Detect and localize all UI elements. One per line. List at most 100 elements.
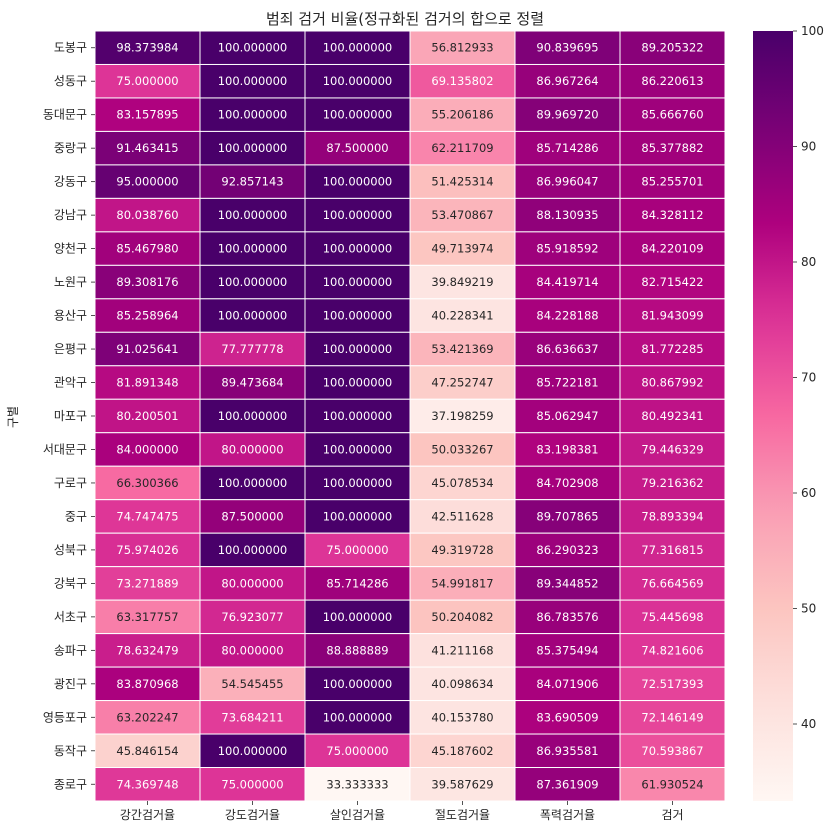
heatmap-cell [199,599,306,635]
heatmap-cell [514,298,621,333]
cell-value-label: 86.996047 [536,175,598,189]
row-tick-label: 송파구 [54,643,87,657]
cell-value-label: 100.000000 [323,342,393,356]
cell-value-label: 86.967264 [536,74,598,88]
cell-value-label: 42.511628 [431,509,493,523]
cell-value-label: 49.713974 [431,242,493,256]
colorbar-tick-label: 80 [801,255,816,269]
cell-value-label: 47.252747 [431,376,493,390]
column-tick-labels: 강간검거율 강도검거율 살인검거율 절도검거율 폭력검거율 검거 [120,801,684,822]
heatmap-cell [94,666,201,702]
heatmap-cell [199,666,306,702]
cell-value-label: 100.000000 [323,610,393,624]
cell-value-label: 85.255701 [641,175,703,189]
heatmap-cell [304,767,411,802]
heatmap-cell [619,532,726,568]
cell-value-label: 74.747475 [116,509,178,523]
cell-value-label: 100.000000 [323,208,393,222]
heatmap-cell [304,298,411,333]
cell-value-label: 100.000000 [218,208,288,222]
heatmap-cell [304,231,411,266]
cell-value-label: 89.308176 [116,275,178,289]
chart-title: 범죄 검거 비율(정규화된 검거의 합으로 정렬 [266,10,544,28]
column-tick-label: 살인검거율 [330,808,385,822]
heatmap-cell [199,30,306,65]
heatmap-cell [304,264,411,300]
cell-value-label: 100.000000 [323,442,393,456]
cell-value-label: 100.000000 [218,108,288,122]
heatmap-cell [94,30,201,65]
cell-value-label: 77.777778 [221,342,283,356]
heatmap-cell [94,432,201,467]
row-tick-label: 강북구 [54,576,87,590]
cell-value-label: 85.375494 [536,643,598,657]
cell-value-label: 79.216362 [641,476,703,490]
cell-value-label: 100.000000 [218,41,288,55]
cell-value-label: 70.593867 [641,744,703,758]
cell-value-label: 85.062947 [536,409,598,423]
cell-value-label: 84.419714 [536,275,598,289]
column-tick-label: 검거 [661,808,683,822]
heatmap-cell [619,767,726,802]
cell-value-label: 79.446329 [641,442,703,456]
cell-value-label: 39.849219 [431,275,493,289]
heatmap-cell [304,566,411,601]
heatmap-cell [94,331,201,367]
cell-value-label: 100.000000 [323,376,393,390]
heatmap-cell [409,365,516,400]
cell-value-label: 55.206186 [431,108,493,122]
cell-value-label: 85.714286 [536,141,598,155]
row-tick-label: 서초구 [54,610,87,624]
cell-value-label: 85.258964 [116,309,178,323]
heatmap-cell [514,599,621,635]
row-tick-labels: 도봉구성동구동대문구중랑구강동구강남구양천구노원구용산구은평구관악구마포구서대문… [43,41,95,791]
heatmap-cell [409,398,516,434]
cell-value-label: 83.157895 [116,108,178,122]
heatmap-cell [619,298,726,333]
cell-value-label: 53.421369 [431,342,493,356]
cell-value-label: 86.220613 [641,74,703,88]
heatmap-cell [304,432,411,467]
heatmap-cell [514,633,621,668]
heatmap-cell [304,130,411,166]
cell-value-label: 100.000000 [323,677,393,691]
colorbar-tick-label: 50 [801,602,816,616]
cell-value-label: 100.000000 [218,744,288,758]
cell-value-label: 74.369748 [116,777,178,791]
cell-value-label: 73.271889 [116,576,178,590]
heatmap-cell [199,63,306,99]
heatmap-cell [619,30,726,65]
cell-value-label: 75.000000 [116,74,178,88]
row-tick-label: 종로구 [54,777,87,791]
cell-value-label: 86.636637 [536,342,598,356]
heatmap-cell [514,465,621,501]
cell-value-label: 100.000000 [323,74,393,88]
row-tick-label: 노원구 [54,275,87,289]
cell-value-label: 77.316815 [641,543,703,557]
heatmap-cell [619,499,726,534]
cell-value-label: 45.187602 [431,744,493,758]
heatmap-cell [409,97,516,132]
heatmap-cell [94,398,201,434]
heatmap-cell [514,130,621,166]
row-tick-label: 마포구 [54,409,87,423]
heatmap-cell [94,499,201,534]
cell-value-label: 83.198381 [536,442,598,456]
cell-value-label: 98.373984 [116,41,178,55]
heatmap-cell [619,63,726,99]
column-tick-label: 폭력검거율 [540,808,595,822]
heatmap-cell [199,331,306,367]
cell-value-label: 84.071906 [536,677,598,691]
heatmap-cell [514,331,621,367]
heatmap-cell [619,197,726,233]
cell-value-label: 91.025641 [116,342,178,356]
cell-value-label: 40.153780 [431,710,493,724]
cell-value-label: 100.000000 [218,74,288,88]
heatmap-cell [94,599,201,635]
cell-value-label: 62.211709 [431,141,493,155]
cell-value-label: 100.000000 [218,309,288,323]
cell-value-label: 80.200501 [116,409,178,423]
heatmap-cell [514,264,621,300]
cell-value-label: 61.930524 [641,777,703,791]
cell-value-label: 100.000000 [218,476,288,490]
